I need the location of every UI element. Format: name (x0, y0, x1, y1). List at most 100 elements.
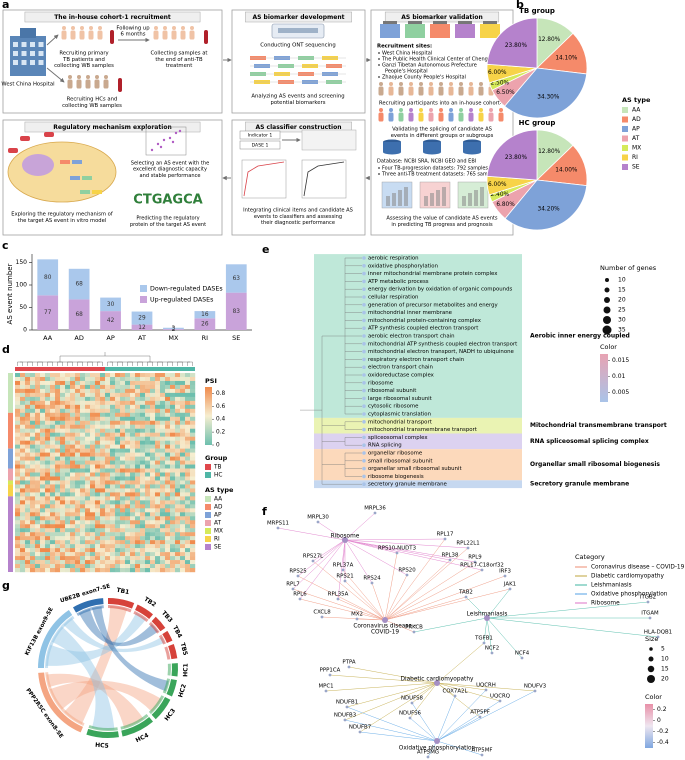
heatmap-cell (75, 548, 81, 553)
heatmap-cell (150, 424, 156, 429)
heatmap-cell (185, 484, 191, 489)
chord-label: HC1 (182, 663, 189, 677)
heatmap-cell (60, 464, 66, 469)
heatmap-cell (85, 460, 91, 465)
heatmap-cell (65, 556, 71, 561)
panel-label: f (262, 505, 267, 518)
sequencer-icon (278, 28, 318, 33)
gene-label: RPS27L (303, 554, 323, 560)
heatmap-cell (60, 484, 66, 489)
gene-node (298, 597, 302, 601)
heatmap-cell (30, 376, 36, 382)
term-dot (362, 318, 366, 323)
heatmap-cell (190, 392, 196, 398)
heatmap-cell (170, 396, 176, 402)
gene-node (473, 560, 477, 564)
bar-value-label: 42 (107, 318, 115, 324)
pathway-label: Diabetic cardiomyopathy (401, 677, 474, 683)
bar-value-label: 29 (138, 316, 146, 322)
heatmap-cell (65, 548, 71, 553)
heatmap-cell (150, 468, 156, 473)
heatmap-cell (15, 388, 21, 394)
heatmap-cell (30, 456, 36, 461)
exon-block (70, 176, 80, 180)
heatmap-cell (90, 440, 96, 445)
heatmap-cell (40, 408, 46, 413)
heatmap-cell (165, 376, 171, 382)
term-label: ATP synthesis coupled electron transport (368, 326, 478, 332)
heatmap-cell (85, 404, 91, 410)
heatmap-cell (75, 464, 81, 469)
heatmap-cell (95, 448, 101, 453)
heatmap-cell (85, 412, 91, 417)
heatmap-cell (165, 392, 171, 398)
cluster-label: Organellar small ribosomal biogenesis (530, 461, 660, 468)
heatmap-cell (135, 500, 141, 505)
heatmap-cell (165, 400, 171, 406)
heatmap-cell (145, 548, 151, 553)
heatmap-cell (190, 432, 196, 437)
gene-node (520, 656, 524, 660)
heatmap-cell (115, 500, 121, 505)
heatmap-cell (85, 400, 91, 406)
term-label: organellar small ribosomal subunit (368, 466, 462, 472)
heatmap-cell (20, 488, 26, 493)
heatmap-cell (170, 568, 176, 573)
heatmap-cell (85, 500, 91, 505)
heatmap-cell (190, 500, 196, 505)
heatmap-cell (45, 404, 51, 410)
heatmap-cell (165, 464, 171, 469)
heatmap-cell (100, 476, 106, 481)
heatmap-cell (50, 504, 56, 509)
person-icon (71, 26, 75, 30)
heatmap-cell (135, 548, 141, 553)
heatmap-cell (90, 480, 96, 485)
gene-label: CXCL8 (313, 610, 331, 616)
heatmap-cell (90, 492, 96, 497)
network-edge (436, 700, 501, 742)
heatmap-cell (75, 392, 81, 398)
heatmap-cell (150, 428, 156, 433)
heatmap-cell (35, 488, 41, 493)
legend-swatch (140, 285, 147, 292)
heatmap-cell (40, 452, 46, 457)
heatmap-cell (55, 520, 61, 525)
heatmap-cell (15, 416, 21, 421)
heatmap-cell (85, 524, 91, 529)
gene-label: MPC1 (318, 684, 333, 690)
heatmap-cell (30, 380, 36, 386)
heatmap-cell (30, 524, 36, 529)
heatmap-cell (170, 460, 176, 465)
heatmap-cell (130, 396, 136, 402)
heatmap-cell (170, 388, 176, 394)
heatmap-cell (55, 452, 61, 457)
heatmap-cell (175, 512, 181, 517)
heatmap-cell (65, 404, 71, 410)
heatmap-cell (150, 496, 156, 501)
heatmap-cell (115, 384, 121, 390)
gene-node (533, 689, 537, 693)
heatmap-cell (110, 416, 116, 421)
chord-inner-ring (158, 634, 166, 645)
heatmap-cell (175, 412, 181, 417)
heatmap-cell (60, 424, 66, 429)
bullet (378, 64, 380, 66)
heatmap-cell (145, 500, 151, 505)
heatmap-cell (20, 544, 26, 549)
heatmap-cell (175, 373, 181, 378)
label: West China Hospital (382, 51, 432, 57)
heatmap-cell (160, 380, 166, 386)
heatmap-cell (110, 436, 116, 441)
heatmap-cell (180, 404, 186, 410)
heatmap-cell (60, 416, 66, 421)
heatmap-cell (145, 416, 151, 421)
term-dot (362, 482, 366, 487)
heatmap-cell (75, 468, 81, 473)
term-label: oxidative phosphorylation (368, 263, 438, 269)
person-icon (479, 82, 483, 86)
heatmap-cell (45, 468, 51, 473)
bar-value-label: 30 (107, 302, 115, 308)
heatmap-cell (125, 444, 131, 449)
heatmap-cell (150, 472, 156, 477)
bar-segment (37, 295, 59, 330)
